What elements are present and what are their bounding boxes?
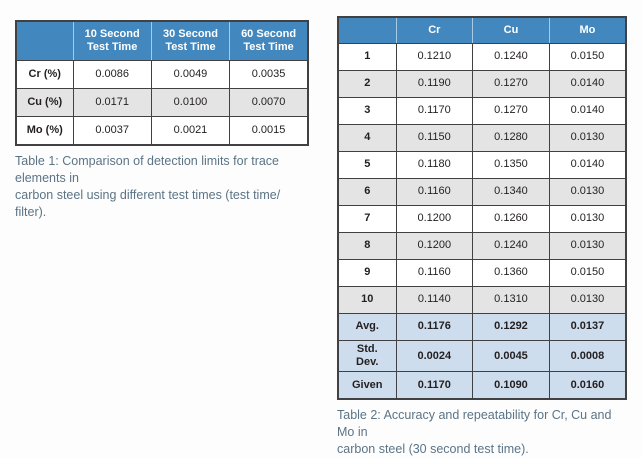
table1-panel: 10 Second Test Time 30 Second Test Time 60… (15, 20, 309, 221)
value-cell: 0.0021 (150, 116, 231, 146)
value-cell: 0.0140 (548, 97, 627, 125)
table-row: 2 0.1190 0.1270 0.0140 (337, 70, 627, 98)
header-row: Cr Cu Mo (337, 16, 627, 44)
value-cell: 0.0049 (150, 60, 231, 89)
value-cell: 0.0140 (548, 151, 627, 179)
row-label: 1 (337, 43, 397, 71)
table-row: Std. Dev. 0.0024 0.0045 0.0008 (337, 339, 627, 373)
value-cell: 0.1180 (395, 151, 474, 179)
value-cell: 0.0137 (548, 313, 627, 341)
value-cell: 0.1270 (472, 97, 550, 125)
row-label: Cr (%) (15, 60, 74, 89)
row-label: 8 (337, 232, 397, 260)
table-row: 1 0.1210 0.1240 0.0150 (337, 43, 627, 71)
value-cell: 0.0150 (548, 259, 627, 287)
row-label: 5 (337, 151, 397, 179)
detection-limits-table: 10 Second Test Time 30 Second Test Time 60… (15, 20, 309, 146)
row-label: 9 (337, 259, 397, 287)
value-cell: 0.0037 (72, 116, 152, 146)
table-row: 6 0.1160 0.1340 0.0130 (337, 178, 627, 206)
value-cell: 0.0130 (548, 178, 627, 206)
value-cell: 0.1292 (472, 313, 550, 341)
row-label: 10 (337, 286, 397, 314)
value-cell: 0.1200 (395, 232, 474, 260)
value-cell: 0.1350 (472, 151, 550, 179)
value-cell: 0.1200 (395, 205, 474, 233)
table-row: Cu (%) 0.0171 0.0100 0.0070 (15, 88, 309, 117)
value-cell: 0.1340 (472, 178, 550, 206)
value-cell: 0.0086 (72, 60, 152, 89)
value-cell: 0.0015 (229, 116, 309, 146)
row-label: Mo (%) (15, 116, 74, 146)
value-cell: 0.1150 (395, 124, 474, 152)
table1-caption: Table 1: Comparison of detection limits … (15, 154, 281, 219)
document-page: 10 Second Test Time 30 Second Test Time 60… (15, 16, 627, 456)
value-cell: 0.1170 (395, 371, 474, 400)
table-row: 7 0.1200 0.1260 0.0130 (337, 205, 627, 233)
row-label: Std. Dev. (337, 339, 397, 373)
column-header: Mo (548, 16, 627, 44)
value-cell: 0.0140 (548, 70, 627, 98)
row-label: Avg. (337, 313, 397, 341)
table-row: 9 0.1160 0.1360 0.0150 (337, 259, 627, 287)
table2-caption: Table 2: Accuracy and repeatability for … (337, 408, 612, 457)
row-label: 2 (337, 70, 397, 98)
value-cell: 0.1160 (395, 178, 474, 206)
table-row: Mo (%) 0.0037 0.0021 0.0015 (15, 116, 309, 146)
value-cell: 0.0160 (548, 371, 627, 400)
value-cell: 0.1140 (395, 286, 474, 314)
column-header: 30 Second Test Time (150, 20, 231, 61)
value-cell: 0.1310 (472, 286, 550, 314)
value-cell: 0.0100 (150, 88, 231, 117)
value-cell: 0.0035 (229, 60, 309, 89)
value-cell: 0.0130 (548, 286, 627, 314)
value-cell: 0.1280 (472, 124, 550, 152)
value-cell: 0.1176 (395, 313, 474, 341)
value-cell: 0.1210 (395, 43, 474, 71)
row-label: 6 (337, 178, 397, 206)
row-label: Given (337, 371, 397, 400)
column-header (15, 20, 74, 61)
value-cell: 0.0008 (548, 339, 627, 373)
value-cell: 0.0130 (548, 124, 627, 152)
value-cell: 0.0024 (395, 339, 474, 373)
row-label: 3 (337, 97, 397, 125)
table-row: 4 0.1150 0.1280 0.0130 (337, 124, 627, 152)
value-cell: 0.1360 (472, 259, 550, 287)
value-cell: 0.1240 (472, 232, 550, 260)
column-header: 60 Second Test Time (229, 20, 309, 61)
header-row: 10 Second Test Time 30 Second Test Time 60… (15, 20, 309, 61)
column-header: 10 Second Test Time (72, 20, 152, 61)
row-label: 7 (337, 205, 397, 233)
column-header: Cu (472, 16, 550, 44)
table-row: Avg. 0.1176 0.1292 0.0137 (337, 313, 627, 341)
value-cell: 0.1160 (395, 259, 474, 287)
table2-panel: Cr Cu Mo 1 0.1210 0.1240 0.0150 2 0.1190 0.1270 0.… (337, 16, 627, 458)
column-header: Cr (395, 16, 474, 44)
table-row: Cr (%) 0.0086 0.0049 0.0035 (15, 60, 309, 89)
row-label: 4 (337, 124, 397, 152)
value-cell: 0.1190 (395, 70, 474, 98)
accuracy-repeatability-table: Cr Cu Mo 1 0.1210 0.1240 0.0150 2 0.1190 0.1270 0.… (337, 16, 627, 401)
value-cell: 0.1260 (472, 205, 550, 233)
value-cell: 0.1270 (472, 70, 550, 98)
table-row: Given 0.1170 0.1090 0.0160 (337, 371, 627, 400)
value-cell: 0.0130 (548, 205, 627, 233)
value-cell: 0.1240 (472, 43, 550, 71)
column-header (337, 16, 397, 44)
value-cell: 0.0150 (548, 43, 627, 71)
value-cell: 0.0070 (229, 88, 309, 117)
table-row: 3 0.1170 0.1270 0.0140 (337, 97, 627, 125)
table-row: 5 0.1180 0.1350 0.0140 (337, 151, 627, 179)
value-cell: 0.1090 (472, 371, 550, 400)
table-row: 8 0.1200 0.1240 0.0130 (337, 232, 627, 260)
value-cell: 0.1170 (395, 97, 474, 125)
value-cell: 0.0045 (472, 339, 550, 373)
value-cell: 0.0171 (72, 88, 152, 117)
table-row: 10 0.1140 0.1310 0.0130 (337, 286, 627, 314)
value-cell: 0.0130 (548, 232, 627, 260)
row-label: Cu (%) (15, 88, 74, 117)
